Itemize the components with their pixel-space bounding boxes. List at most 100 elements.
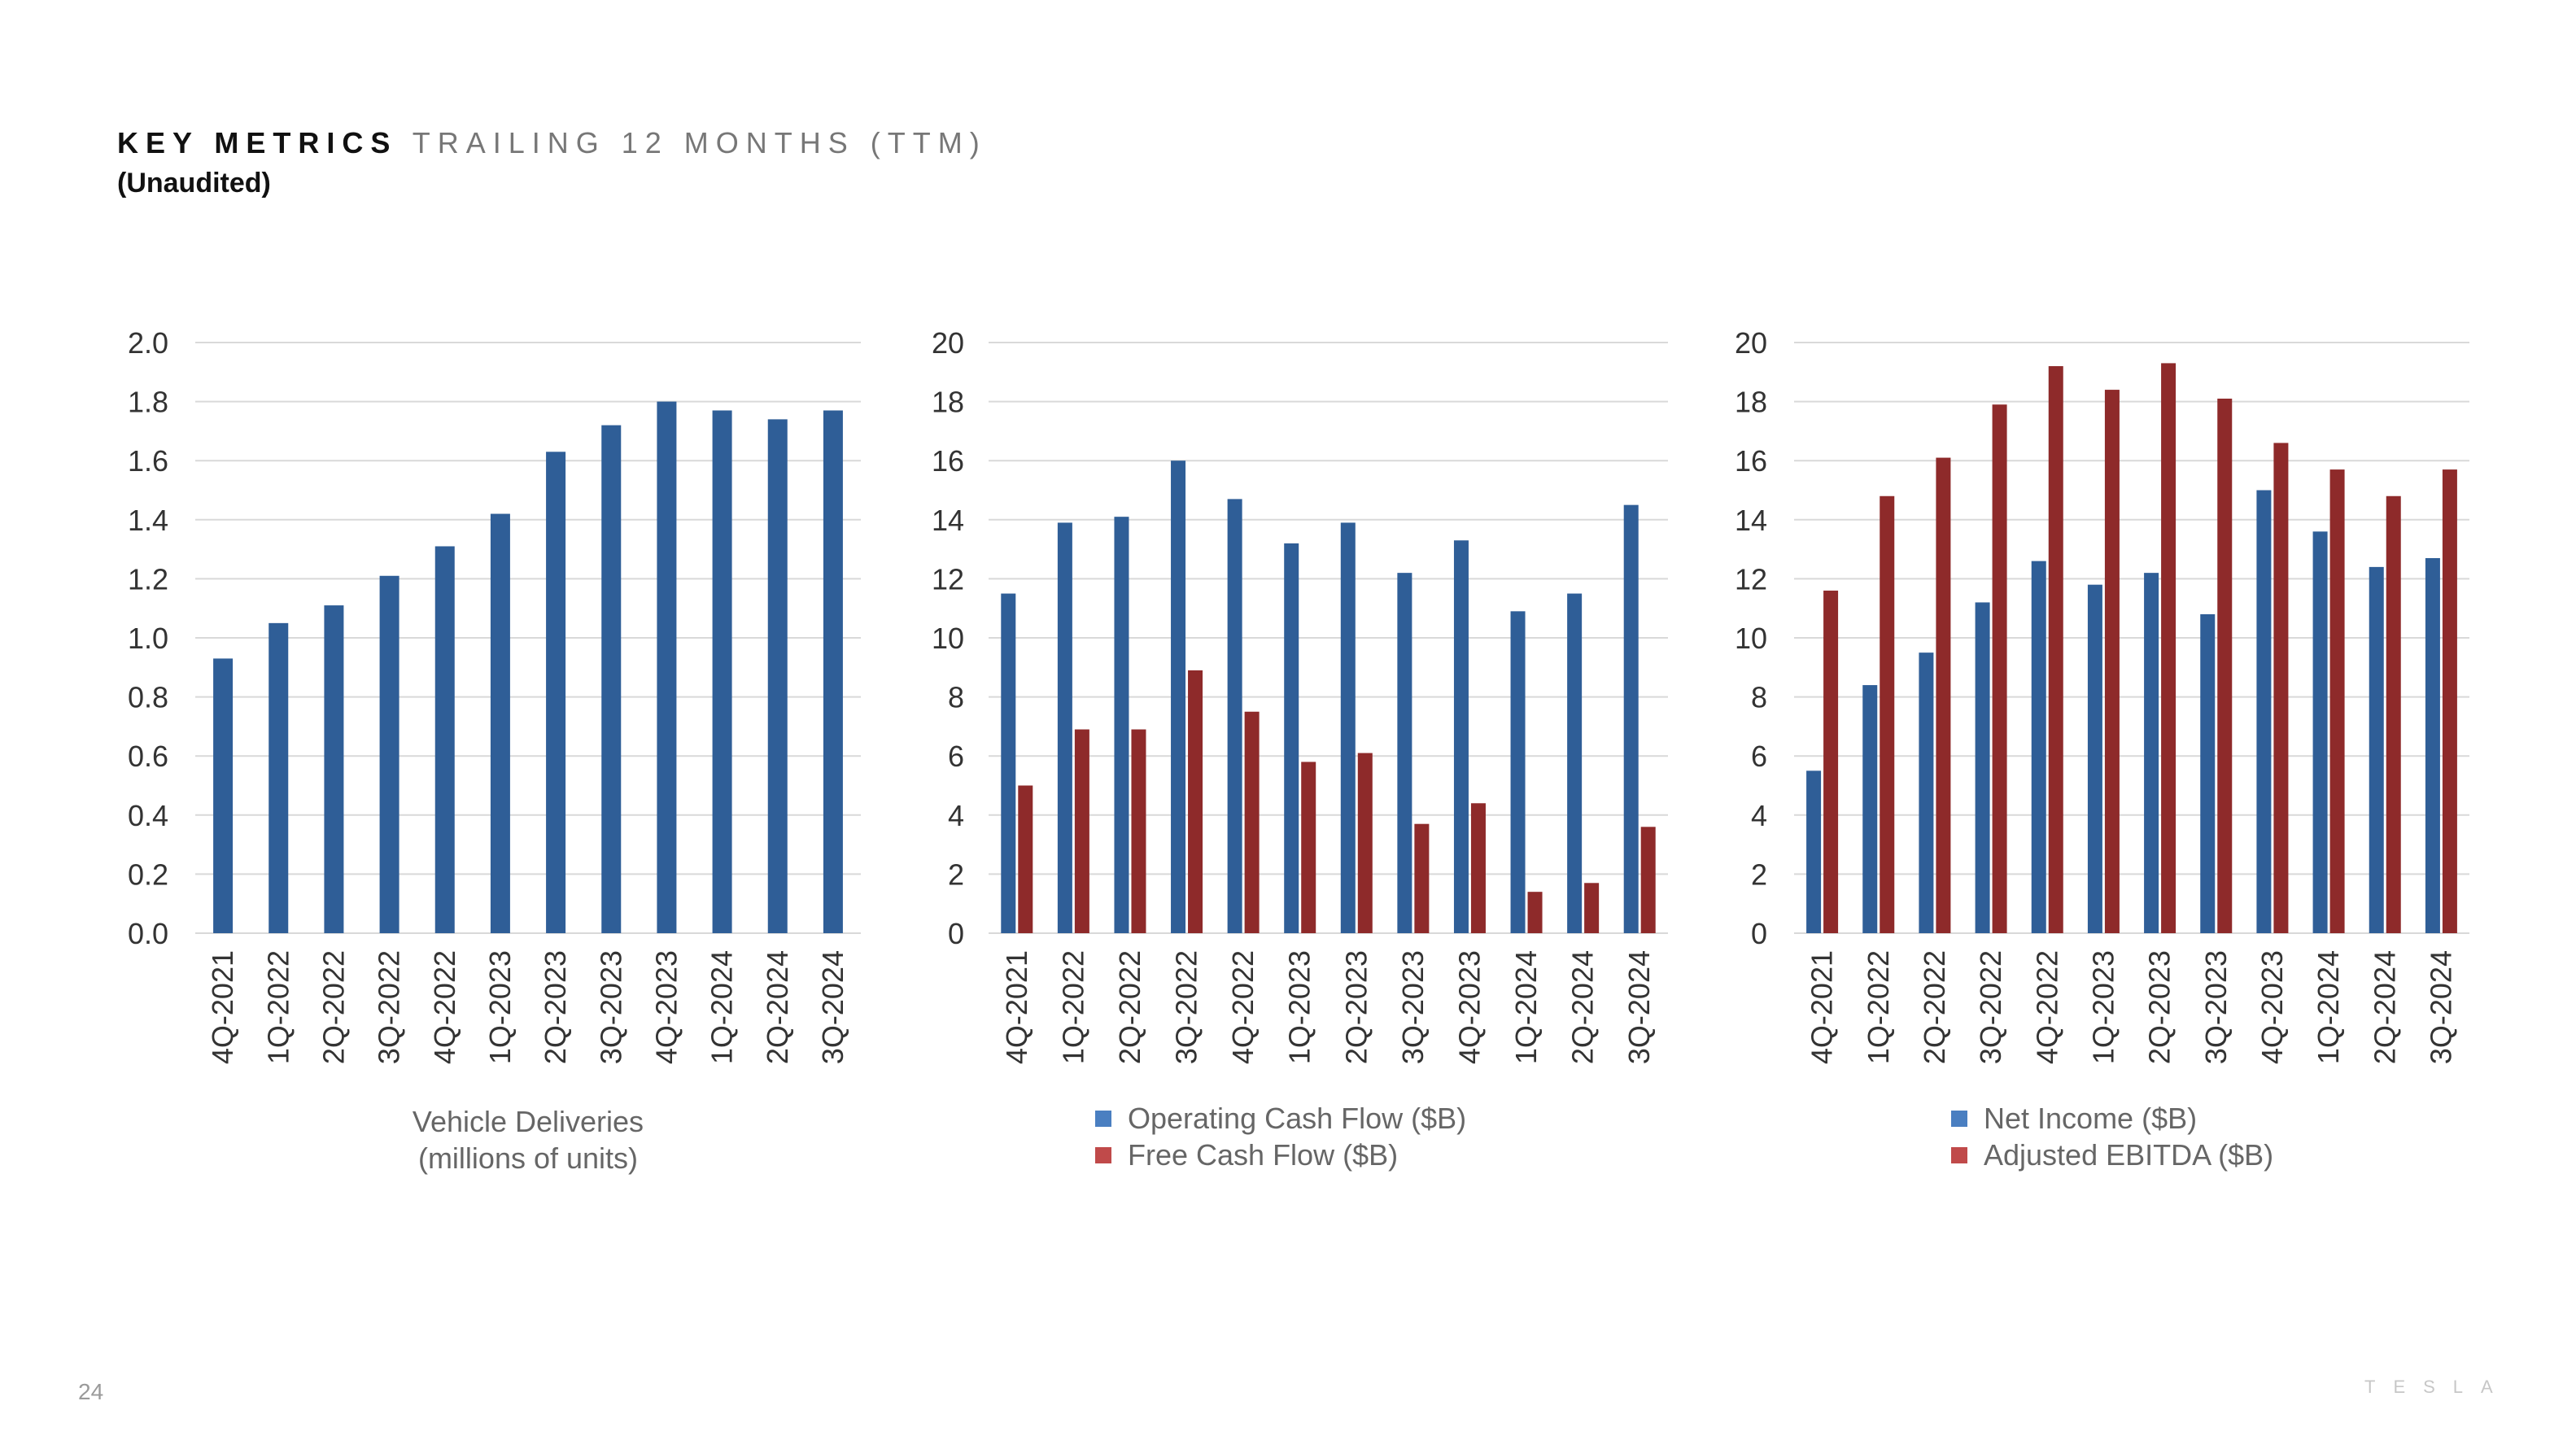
legend-label: Net Income ($B) — [1984, 1102, 2197, 1135]
chart-bar — [1880, 495, 1895, 933]
x-tick-label: 3Q-2023 — [1396, 950, 1430, 1064]
title-bold: KEY METRICS — [117, 126, 398, 159]
chart-bar — [1188, 670, 1203, 933]
y-tick-label: 1.4 — [128, 504, 168, 537]
x-tick-label: 1Q-2023 — [2086, 950, 2120, 1064]
chart-bar — [1919, 652, 1934, 933]
chart-bar — [1244, 711, 1260, 933]
chart-bar — [1862, 685, 1878, 933]
chart-bar — [2329, 469, 2345, 933]
x-tick-label: 3Q-2024 — [816, 950, 849, 1064]
x-tick-label: 1Q-2024 — [705, 950, 739, 1064]
chart-bar — [1057, 522, 1072, 933]
x-tick-label: 3Q-2022 — [1974, 950, 2007, 1064]
page-subtitle: (Unaudited) — [117, 168, 271, 199]
x-tick-label: 3Q-2024 — [2424, 950, 2457, 1064]
x-tick-label: 1Q-2022 — [1862, 950, 1895, 1064]
chart-bar — [1414, 823, 1430, 933]
chart-bar — [213, 658, 234, 933]
chart-bar — [379, 575, 399, 933]
chart-bar — [1470, 803, 1486, 933]
x-tick-label: 2Q-2022 — [1918, 950, 1951, 1064]
legend-label: Adjusted EBITDA ($B) — [1984, 1138, 2273, 1172]
y-tick-label: 0 — [948, 917, 964, 950]
chart-bar — [1640, 827, 1656, 933]
y-tick-label: 1.8 — [128, 386, 168, 419]
chart-bar — [2144, 573, 2159, 933]
chart-bar — [2369, 566, 2384, 933]
x-tick-label: 1Q-2022 — [261, 950, 295, 1064]
chart-bar — [1357, 753, 1373, 933]
y-tick-label: 16 — [1735, 444, 1767, 478]
chart-bar — [2442, 469, 2457, 933]
brand-logo: TESLA — [2364, 1377, 2511, 1397]
x-tick-label: 3Q-2024 — [1622, 950, 1656, 1064]
y-tick-label: 6 — [1751, 740, 1767, 773]
chart-bar — [1114, 517, 1129, 933]
x-tick-label: 4Q-2021 — [1000, 950, 1033, 1064]
chart-bar — [2386, 495, 2401, 933]
x-tick-label: 4Q-2022 — [1226, 950, 1260, 1064]
y-tick-label: 0.8 — [128, 681, 168, 714]
y-tick-label: 0.2 — [128, 858, 168, 891]
chart-bar — [1171, 460, 1186, 933]
x-tick-label: 2Q-2024 — [1566, 950, 1600, 1064]
y-tick-label: 0 — [1751, 917, 1767, 950]
chart-bar — [1510, 611, 1526, 933]
x-tick-label: 2Q-2023 — [2143, 950, 2177, 1064]
chart-bar — [2273, 443, 2289, 933]
chart-bar — [1018, 785, 1033, 933]
chart-bar — [1527, 892, 1543, 933]
chart-bar — [823, 410, 843, 933]
legend-label: Operating Cash Flow ($B) — [1128, 1102, 1466, 1135]
y-tick-label: 18 — [1735, 386, 1767, 419]
y-tick-label: 16 — [932, 444, 964, 478]
x-tick-label: 4Q-2022 — [428, 950, 461, 1064]
x-tick-label: 4Q-2022 — [2030, 950, 2063, 1064]
y-tick-label: 1.0 — [128, 622, 168, 655]
x-axis-label: (millions of units) — [418, 1141, 638, 1175]
chart-bar — [2312, 531, 2328, 933]
x-tick-label: 4Q-2023 — [649, 950, 683, 1064]
y-tick-label: 8 — [1751, 681, 1767, 714]
chart-bar — [1975, 602, 1990, 933]
chart-bar — [712, 410, 732, 933]
chart-bar — [2048, 366, 2063, 933]
x-tick-label: 2Q-2022 — [1113, 950, 1146, 1064]
page-header: KEY METRICS TRAILING 12 MONTHS (TTM) (Un… — [117, 124, 987, 199]
chart-bar — [1301, 762, 1316, 933]
chart-bar — [546, 452, 566, 933]
y-tick-label: 0.4 — [128, 799, 168, 832]
x-axis-label: Vehicle Deliveries — [413, 1105, 644, 1138]
y-tick-label: 1.2 — [128, 562, 168, 596]
x-tick-label: 1Q-2024 — [1509, 950, 1543, 1064]
chart-bar — [2161, 363, 2177, 933]
chart-bar — [2256, 490, 2272, 933]
chart-bar — [1340, 522, 1356, 933]
chart-bar — [1001, 593, 1016, 933]
chart-bar — [1284, 543, 1299, 933]
chart-bar — [2104, 390, 2120, 934]
chart-bar — [2425, 557, 2440, 933]
x-tick-label: 3Q-2023 — [2199, 950, 2233, 1064]
y-tick-label: 2 — [948, 858, 964, 891]
x-tick-label: 1Q-2024 — [2312, 950, 2345, 1064]
chart-bar — [2217, 398, 2233, 934]
y-tick-label: 14 — [1735, 504, 1767, 537]
legend-swatch — [1095, 1111, 1111, 1127]
y-tick-label: 6 — [948, 740, 964, 773]
x-tick-label: 1Q-2023 — [483, 950, 517, 1064]
y-tick-label: 18 — [932, 386, 964, 419]
chart-bar — [1227, 499, 1242, 933]
y-tick-label: 14 — [932, 504, 964, 537]
y-tick-label: 10 — [932, 622, 964, 655]
x-tick-label: 2Q-2023 — [539, 950, 572, 1064]
y-tick-label: 20 — [1735, 326, 1767, 360]
chart-bar — [324, 605, 344, 933]
x-tick-label: 1Q-2023 — [1283, 950, 1316, 1064]
page-title: KEY METRICS TRAILING 12 MONTHS (TTM) — [117, 124, 987, 163]
chart-bar — [1074, 729, 1089, 933]
y-tick-label: 2.0 — [128, 326, 168, 360]
chart-bar — [1806, 770, 1822, 933]
chart-bar — [1936, 457, 1951, 933]
